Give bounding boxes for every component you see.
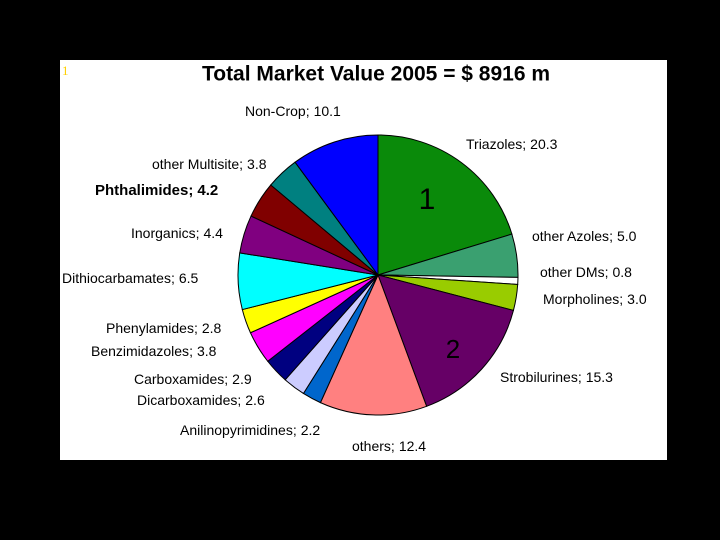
- value-label: 4.2: [197, 182, 218, 199]
- slice-label: Anilinopyrimidines; 2.2: [180, 422, 320, 438]
- category-label: others: [352, 438, 391, 454]
- label-separator: ;: [522, 136, 526, 152]
- label-separator: ;: [306, 103, 310, 119]
- slice-label: other DMs; 0.8: [540, 264, 632, 280]
- chart-title: Total Market Value 2005 = $ 8916 m: [202, 63, 550, 86]
- label-separator: ;: [578, 369, 582, 385]
- value-label: 20.3: [530, 136, 557, 152]
- slice-label: Dithiocarbamates; 6.5: [62, 270, 199, 286]
- slice-label: Triazoles; 20.3: [466, 136, 558, 152]
- label-separator: ;: [609, 228, 613, 244]
- category-label: other Multisite: [152, 156, 239, 172]
- pie-slice: [377, 274, 515, 407]
- label-separator: ;: [391, 438, 395, 454]
- category-label: Phthalimides: [95, 182, 188, 199]
- slice-label: Strobilurines; 15.3: [500, 369, 613, 385]
- label-separator: ;: [239, 156, 243, 172]
- slice-label: other Multisite; 3.8: [152, 156, 267, 172]
- slice-label: Phenylamides; 2.8: [106, 320, 222, 336]
- category-label: other DMs: [540, 264, 605, 280]
- value-label: 12.4: [399, 438, 426, 454]
- value-label: 2.8: [202, 320, 222, 336]
- slice-label: Phthalimides; 4.2: [95, 182, 218, 199]
- label-separator: ;: [189, 343, 193, 359]
- annotation: 2: [446, 334, 460, 364]
- slice-label: Morpholines; 3.0: [543, 291, 647, 307]
- label-separator: ;: [224, 371, 228, 387]
- value-label: 2.6: [245, 392, 265, 408]
- value-label: 2.9: [232, 371, 252, 387]
- category-label: Phenylamides: [106, 320, 194, 336]
- value-label: 5.0: [617, 228, 637, 244]
- label-separator: ;: [194, 320, 198, 336]
- category-label: Dithiocarbamates: [62, 270, 171, 286]
- category-label: Anilinopyrimidines: [180, 422, 293, 438]
- slice-label: Dicarboxamides; 2.6: [137, 392, 265, 408]
- label-separator: ;: [196, 225, 200, 241]
- slice-label: others; 12.4: [352, 438, 426, 454]
- pie-slice: [377, 134, 513, 276]
- pie-slice: [294, 134, 379, 277]
- label-separator: ;: [293, 422, 297, 438]
- category-label: Strobilurines: [500, 369, 578, 385]
- label-separator: ;: [605, 264, 609, 280]
- label-separator: ;: [619, 291, 623, 307]
- value-label: 15.3: [586, 369, 613, 385]
- category-label: Carboxamides: [134, 371, 224, 387]
- slice-label: Carboxamides; 2.9: [134, 371, 252, 387]
- value-label: 2.2: [301, 422, 321, 438]
- value-label: 3.8: [247, 156, 267, 172]
- slice-label: Inorganics; 4.4: [131, 225, 223, 241]
- value-label: 6.5: [179, 270, 199, 286]
- value-label: 3.0: [627, 291, 647, 307]
- slice-label: other Azoles; 5.0: [532, 228, 637, 244]
- slice-label: Benzimidazoles; 3.8: [91, 343, 217, 359]
- category-label: Non-Crop: [245, 103, 306, 119]
- value-label: 10.1: [314, 103, 341, 119]
- category-label: other Azoles: [532, 228, 609, 244]
- category-label: Triazoles: [466, 136, 522, 152]
- label-separator: ;: [171, 270, 175, 286]
- annotation: 1: [419, 183, 436, 216]
- label-separator: ;: [188, 182, 193, 199]
- slice-label: Non-Crop; 10.1: [245, 103, 341, 119]
- category-label: Morpholines: [543, 291, 619, 307]
- label-separator: ;: [237, 392, 241, 408]
- category-label: Benzimidazoles: [91, 343, 189, 359]
- pie-slice: [319, 273, 428, 416]
- category-label: Dicarboxamides: [137, 392, 237, 408]
- category-label: Inorganics: [131, 225, 196, 241]
- value-label: 3.8: [197, 343, 217, 359]
- value-label: 0.8: [612, 264, 632, 280]
- slide-number: 1: [62, 63, 69, 78]
- value-label: 4.4: [203, 225, 223, 241]
